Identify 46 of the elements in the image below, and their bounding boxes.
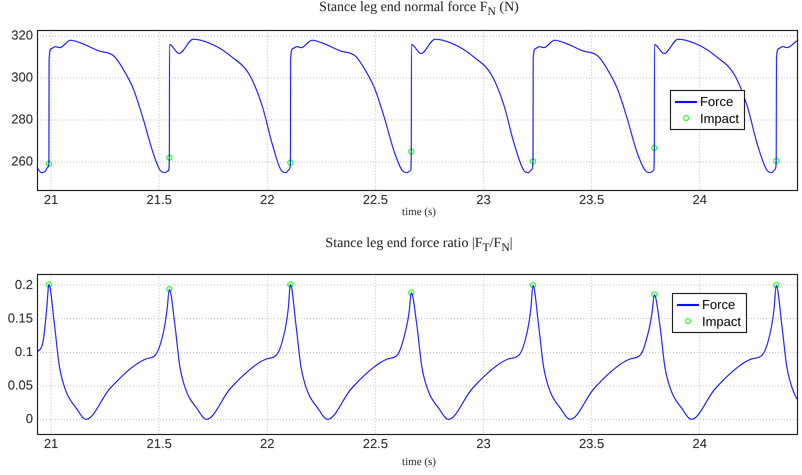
x-tick-label: 22 [260,192,275,207]
point [773,158,780,164]
x-axis-title: time (s) [401,206,437,218]
point [530,282,536,288]
point [287,160,294,166]
y-tick-label: 300 [11,70,33,85]
x-tick-label: 24 [692,192,707,207]
x-axis-title: time (s) [401,456,437,468]
point [46,281,52,288]
y-tick-label: 0.2 [14,276,33,292]
x-tick-label: 22.5 [362,192,388,207]
chart-title: Stance leg end normal force F$_{N}$ (N) [318,0,520,18]
x-tick-label: 24 [692,436,707,451]
point [166,154,172,161]
point [651,144,658,151]
legend-label: Force [700,92,734,110]
x-tick-label: 21 [44,436,58,451]
x-tick-label: 23.5 [578,436,604,451]
y-tick-label: 0.1 [14,344,33,359]
x-tick-label: 22 [260,436,275,451]
legend-label: Force [702,296,736,313]
line-series [37,38,797,174]
point [773,282,780,288]
y-tick-label: 280 [11,112,33,127]
y-tick-label: 0.15 [8,310,33,326]
x-tick-label: 23.5 [578,192,604,207]
legend-label: Impact [702,312,741,330]
point [46,160,52,167]
x-tick-label: 21.5 [146,192,172,207]
point [408,289,414,296]
x-tick-label: 22.5 [362,436,388,451]
point [166,286,172,292]
y-tick-label: 260 [11,154,33,169]
point [651,291,658,298]
point [287,281,294,288]
x-tick-label: 21.5 [146,436,172,451]
y-tick-label: 0.05 [8,377,33,392]
x-tick-label: 21 [44,192,58,207]
chart-title: Stance leg end force ratio |F$_{T}$/F$_{N}$| [324,236,514,254]
x-tick-label: 23 [476,436,491,451]
y-tick-label: 0 [26,410,33,426]
x-tick-label: 23 [476,192,491,207]
point [530,158,536,165]
y-tick-label: 320 [11,28,33,43]
legend-label: Impact [700,110,739,127]
point [408,148,414,155]
